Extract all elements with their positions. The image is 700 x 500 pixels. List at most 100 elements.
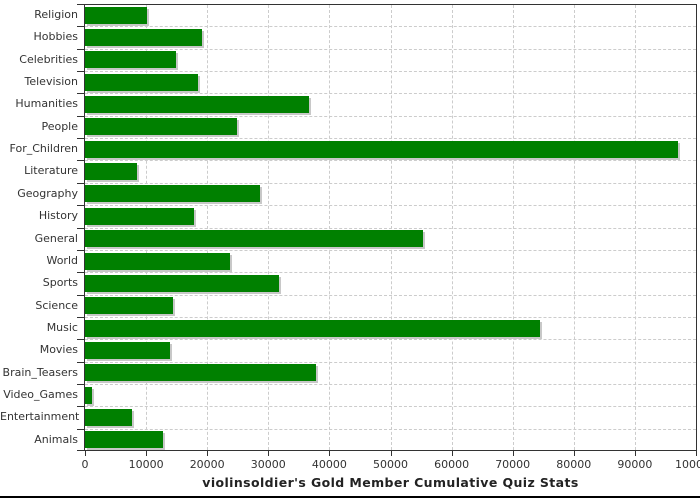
x-axis-label: 90000	[617, 458, 653, 471]
bar-movies	[85, 341, 170, 359]
horizontal-gridline	[85, 383, 696, 385]
bar-history	[85, 207, 194, 225]
x-axis-label: 100000	[675, 458, 700, 471]
y-axis-tick	[77, 205, 84, 206]
y-axis-tick	[77, 93, 84, 94]
horizontal-gridline	[85, 138, 696, 140]
y-axis-label: Literature	[24, 164, 78, 178]
horizontal-gridline	[85, 205, 696, 207]
x-axis-tick	[634, 451, 636, 456]
x-axis-tick	[573, 451, 575, 456]
horizontal-gridline	[85, 272, 696, 274]
y-axis-label: Sports	[42, 276, 78, 290]
y-axis-tick	[77, 295, 84, 296]
y-axis-label: Entertainment	[0, 410, 80, 424]
x-axis-label: 60000	[434, 458, 470, 471]
horizontal-gridline	[85, 115, 696, 117]
x-axis-label: 80000	[556, 458, 592, 471]
y-axis-label: Geography	[17, 186, 78, 200]
y-axis-label: Science	[35, 298, 78, 312]
y-axis-tick	[77, 4, 84, 5]
x-axis-tick	[146, 451, 148, 456]
bar-people	[85, 118, 237, 136]
bar-geography	[85, 185, 260, 203]
y-axis-label: Animals	[34, 432, 78, 446]
y-axis-tick	[77, 138, 84, 139]
bar-brain_teasers	[85, 364, 316, 382]
horizontal-gridline	[85, 26, 696, 28]
y-axis-tick	[77, 272, 84, 273]
bar-television	[85, 73, 199, 91]
y-axis-tick	[77, 160, 84, 161]
bar-entertainment	[85, 408, 133, 426]
horizontal-gridline	[85, 316, 696, 318]
bar-for_children	[85, 140, 678, 158]
y-axis-label: Video_Games	[3, 387, 78, 401]
y-axis-label: Movies	[39, 343, 78, 357]
y-axis-label: Humanities	[15, 97, 78, 111]
x-axis-tick	[390, 451, 392, 456]
bar-science	[85, 297, 173, 315]
y-axis-label: World	[46, 253, 78, 267]
horizontal-gridline	[85, 249, 696, 251]
x-axis-label: 20000	[189, 458, 225, 471]
horizontal-gridline	[85, 71, 696, 73]
y-axis-label: General	[34, 231, 78, 245]
y-axis-tick	[77, 116, 84, 117]
y-axis-label: For_Children	[9, 142, 78, 156]
y-axis-tick	[77, 49, 84, 50]
bar-video_games	[85, 386, 93, 404]
x-axis-tick	[451, 451, 453, 456]
horizontal-gridline	[85, 227, 696, 229]
y-axis-label: People	[41, 119, 78, 133]
horizontal-gridline	[85, 339, 696, 341]
horizontal-gridline	[85, 48, 696, 50]
y-axis-tick	[77, 384, 84, 385]
x-axis-label: 30000	[250, 458, 286, 471]
y-axis-label: Brain_Teasers	[2, 365, 78, 379]
x-axis-label: 40000	[311, 458, 347, 471]
y-axis-tick	[77, 250, 84, 251]
x-axis-label: 50000	[373, 458, 408, 471]
horizontal-gridline	[85, 93, 696, 95]
y-axis-tick	[77, 228, 84, 229]
y-axis-tick	[77, 71, 84, 72]
y-axis-tick	[77, 362, 84, 363]
y-axis-tick	[77, 183, 84, 184]
y-axis-label: Religion	[34, 8, 78, 21]
y-axis-tick	[77, 26, 84, 27]
horizontal-gridline	[85, 182, 696, 184]
bar-hobbies	[85, 29, 202, 47]
x-axis-label: 70000	[495, 458, 531, 471]
bar-sports	[85, 274, 279, 292]
horizontal-gridline	[85, 160, 696, 162]
x-axis-tick	[329, 451, 331, 456]
bar-humanities	[85, 96, 310, 114]
y-axis-label: Celebrities	[19, 52, 78, 66]
y-axis-label: Television	[24, 75, 79, 89]
bar-music	[85, 319, 541, 337]
y-axis-tick	[77, 339, 84, 340]
x-axis-tick	[85, 451, 86, 456]
x-axis-tick	[207, 451, 209, 456]
y-axis-tick	[77, 450, 84, 451]
y-axis-tick	[77, 406, 84, 407]
y-axis-tick	[77, 429, 84, 430]
x-axis-tick	[268, 451, 270, 456]
x-axis-tick	[512, 451, 514, 456]
bar-religion	[85, 6, 148, 24]
bar-general	[85, 230, 423, 248]
y-axis-label: History	[38, 209, 78, 223]
x-axis-tick	[696, 451, 697, 456]
bar-literature	[85, 163, 137, 181]
plot-area	[84, 4, 697, 451]
horizontal-gridline	[85, 294, 696, 296]
horizontal-gridline	[85, 428, 696, 430]
bar-animals	[85, 431, 163, 449]
x-axis-label: 10000	[128, 458, 164, 471]
bar-celebrities	[85, 51, 177, 69]
y-axis-label: Music	[46, 320, 78, 334]
horizontal-gridline	[85, 406, 696, 408]
x-axis-label: 0	[81, 458, 89, 471]
horizontal-gridline	[85, 361, 696, 363]
